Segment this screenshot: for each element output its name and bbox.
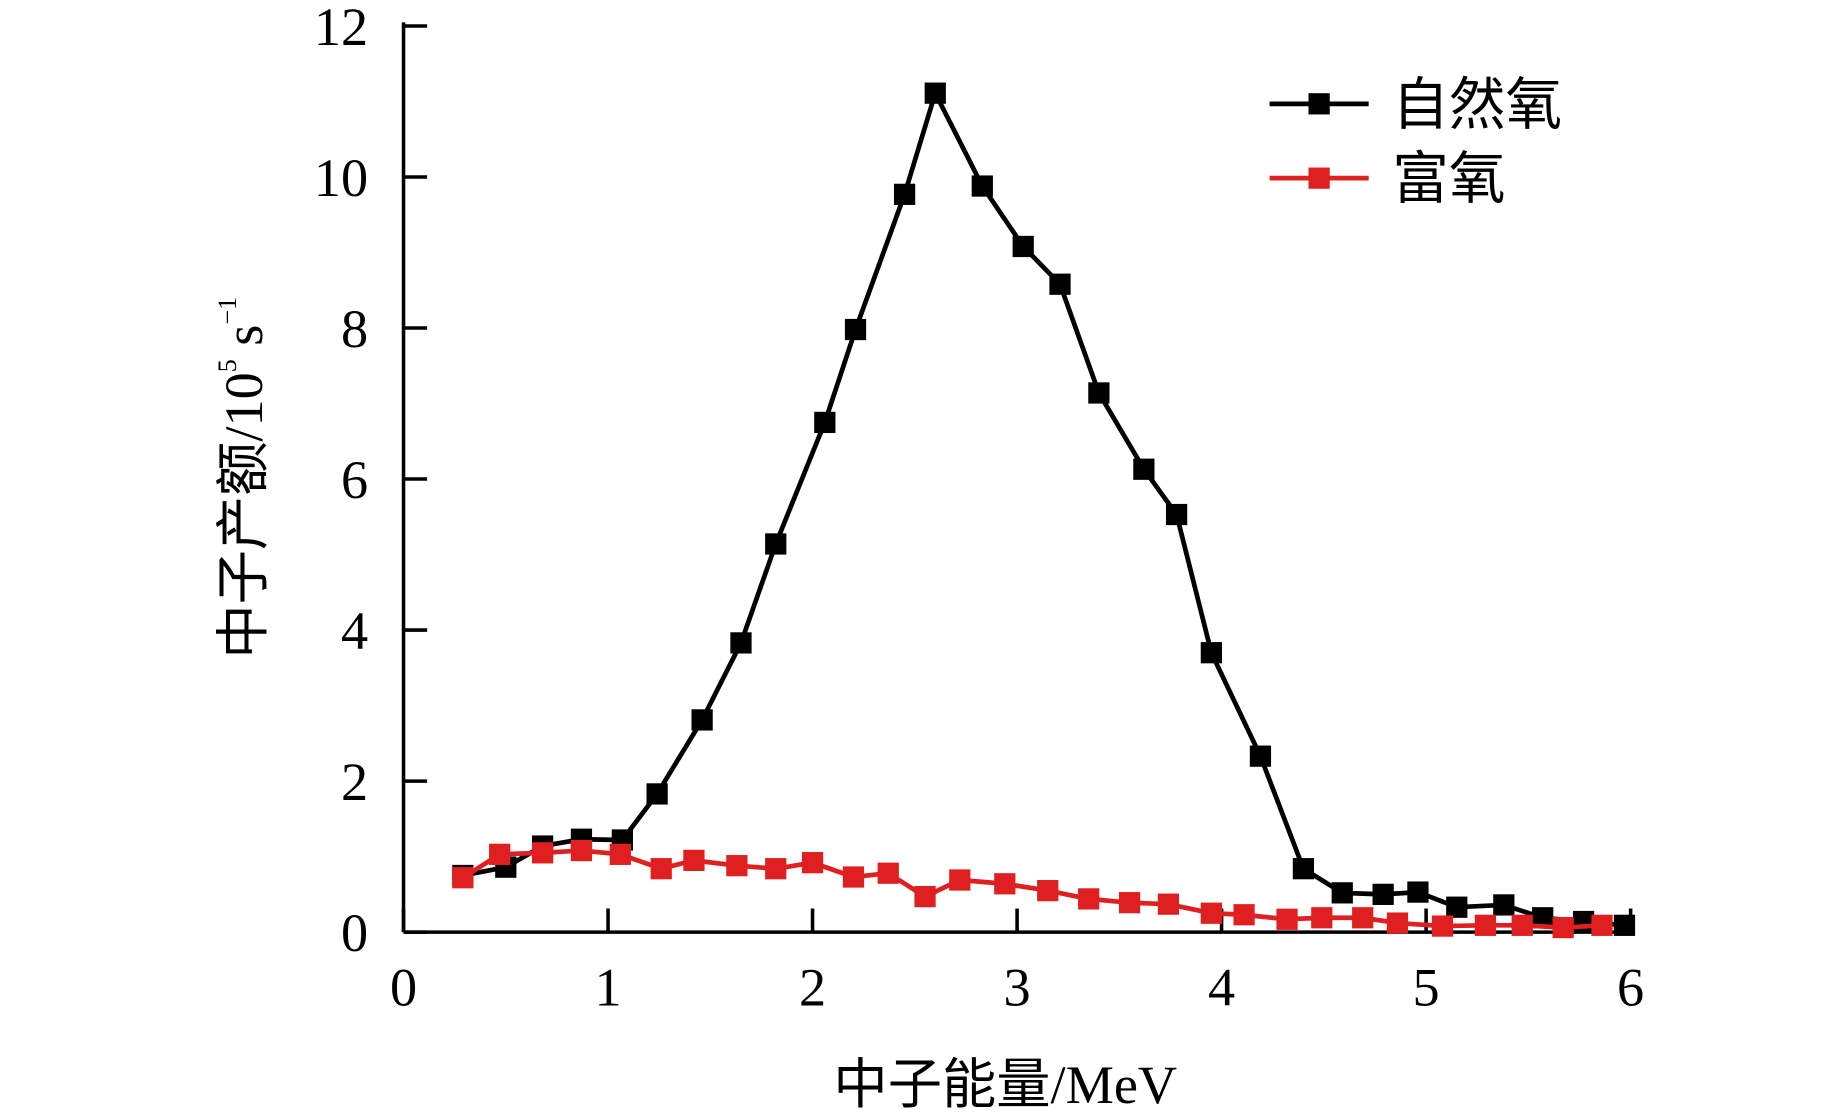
data-point (1532, 907, 1554, 929)
data-point (570, 839, 593, 862)
data-point (1292, 858, 1315, 880)
data-point (1552, 916, 1574, 939)
data-point (1474, 914, 1497, 936)
x-tick-label: 1 (594, 957, 621, 1017)
data-point (1078, 888, 1100, 910)
x-tick-label: 3 (1004, 957, 1031, 1017)
y-axis-label-unit-exp: −1 (213, 297, 242, 325)
x-tick-label: 4 (1208, 957, 1235, 1017)
data-point (730, 632, 752, 654)
data-point (1386, 912, 1409, 934)
data-point (1012, 235, 1034, 258)
y-tick-label: 2 (341, 752, 368, 812)
data-point (1407, 881, 1429, 903)
svg-text:中子产额/105 s−1: 中子产额/105 s−1 (213, 297, 274, 659)
y-axis-label-unit: s (214, 325, 274, 360)
data-point (949, 869, 971, 891)
y-axis-label-exp: 5 (213, 359, 242, 372)
data-point (994, 873, 1016, 895)
data-point (765, 858, 787, 880)
data-point (765, 533, 787, 555)
y-tick-label: 4 (341, 601, 368, 661)
series-2 (452, 839, 1613, 939)
y-tick-label: 0 (341, 903, 368, 963)
x-axis-label: 中子能量/MeV (833, 1055, 1177, 1115)
data-point (877, 862, 899, 884)
legend-label: 自然氧 (1392, 75, 1562, 137)
x-tick-label: 2 (799, 957, 826, 1017)
data-point (1591, 914, 1613, 936)
y-tick-label: 6 (341, 450, 368, 510)
legend-marker (1308, 93, 1330, 115)
data-point (726, 855, 748, 877)
data-point (1133, 458, 1155, 480)
data-point (1372, 883, 1394, 905)
data-point (1165, 503, 1188, 526)
data-point (914, 886, 936, 908)
data-point (531, 842, 554, 864)
data-point (1446, 896, 1468, 918)
data-point (1118, 892, 1141, 914)
data-point (1200, 902, 1222, 924)
y-axis-label-main: 中子产额/10 (214, 372, 274, 658)
x-tick-label: 6 (1617, 957, 1644, 1017)
data-point (452, 867, 474, 889)
data-point (1200, 642, 1222, 664)
data-point (1311, 907, 1333, 929)
data-point (814, 411, 836, 434)
data-point (844, 318, 867, 341)
data-point (971, 175, 993, 197)
data-point (1352, 907, 1374, 929)
data-point (1157, 893, 1180, 915)
y-tick-label: 10 (314, 148, 368, 208)
data-point (1233, 904, 1255, 926)
data-point (650, 858, 672, 880)
series-group (452, 82, 1636, 939)
data-point (1613, 914, 1636, 936)
data-point (691, 709, 713, 731)
data-point (609, 843, 631, 865)
data-point (1049, 273, 1071, 295)
y-axis-label: 中子产额/105 s−1 (213, 297, 274, 659)
data-point (489, 843, 511, 865)
series-line (461, 848, 1603, 930)
data-point (1431, 915, 1454, 937)
legend-marker (1308, 167, 1330, 189)
data-point (1493, 894, 1515, 916)
x-tick-label: 5 (1413, 957, 1440, 1017)
data-point (1511, 914, 1533, 936)
y-tick-label: 8 (341, 299, 368, 359)
x-tick-label: 0 (390, 957, 417, 1017)
data-point (801, 852, 824, 874)
data-point (1088, 382, 1110, 404)
data-point (1249, 745, 1272, 767)
data-point (646, 783, 668, 805)
series-line (462, 90, 1625, 928)
y-tick-label: 12 (314, 0, 368, 57)
legend-label: 富氧 (1392, 149, 1505, 211)
data-point (1037, 879, 1059, 902)
data-point (924, 82, 946, 104)
data-point (1331, 882, 1353, 904)
data-point (893, 183, 916, 205)
data-point (1276, 908, 1298, 930)
data-point (683, 849, 705, 871)
data-point (842, 866, 865, 888)
